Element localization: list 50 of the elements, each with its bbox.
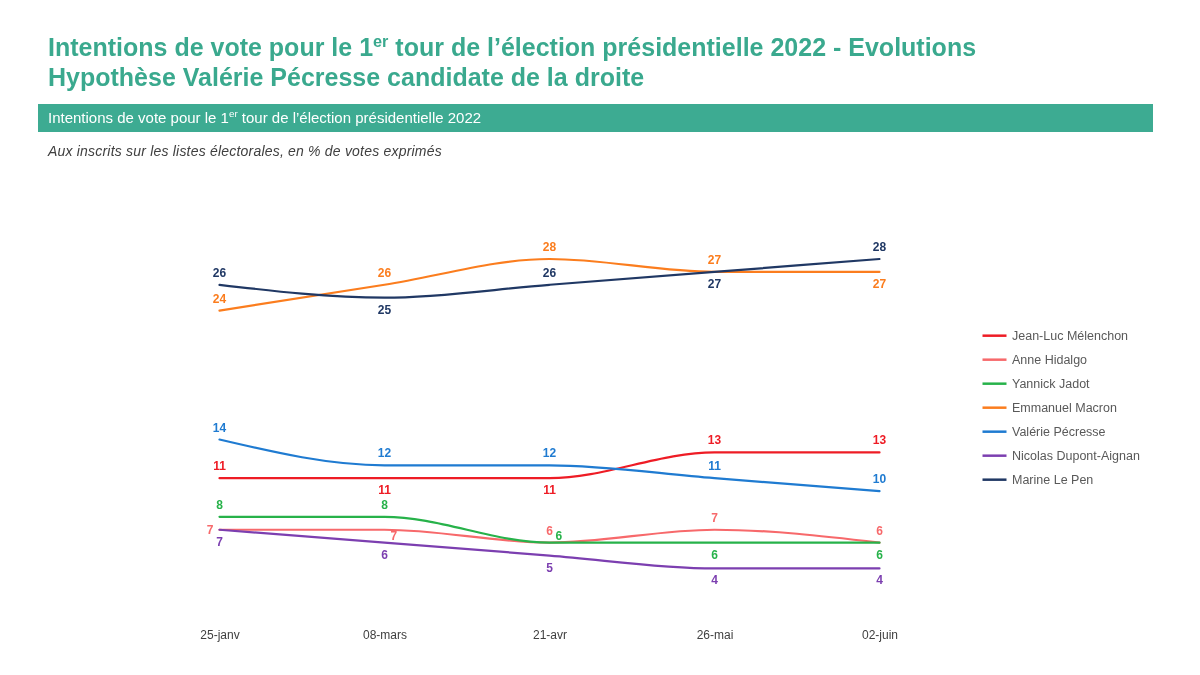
data-label: 11 [378,483,392,498]
data-label: 14 [212,420,227,435]
data-label: 12 [542,446,557,461]
legend-label: Nicolas Dupont-Aignan [1012,448,1140,463]
legend-label: Jean-Luc Mélenchon [1012,328,1129,343]
data-label: 25 [377,302,392,317]
x-tick-label: 26-mai [696,627,734,642]
data-label: 5 [546,560,554,575]
legend-label: Yannick Jadot [1012,376,1091,391]
x-tick-label: 02-juin [861,627,899,642]
data-label: 7 [711,510,719,525]
data-label: 27 [872,276,887,291]
data-label: 12 [377,446,392,461]
chart-subtitle: Intentions de vote pour le 1$^{er}$ tour de l’élection présidentielle 2022 [38,104,1153,132]
data-label: 6 [876,547,884,562]
data-label: 6 [555,529,563,544]
data-label: 27 [707,252,722,267]
data-label: 27 [707,276,722,291]
data-label: 24 [212,291,227,306]
data-label: 7 [216,534,224,549]
data-label: 26 [212,265,227,280]
chart-title: Intentions de vote pour le 1$^{er}$ tour de l’élection présidentielle 2022 - Evolutions Hypothèse Valérie Pécresse candidate de la droite [48,31,977,92]
data-label: 11 [213,459,227,474]
x-tick-label: 21-avr [532,627,568,642]
data-label: 4 [711,573,719,588]
data-label: 4 [876,573,884,588]
data-label: 6 [381,547,389,562]
data-label: 6 [711,547,719,562]
data-label: 10 [872,472,887,487]
data-label: 7 [206,522,214,537]
legend-label: Valérie Pécresse [1012,424,1106,439]
data-label: 26 [542,265,557,280]
data-label: 28 [542,240,557,254]
data-label: 6 [876,523,884,538]
text: Aux inscrits sur les listes électorales, en % de votes exprimés [48,143,442,159]
data-label: 6 [546,523,554,538]
data-label: 7 [390,529,398,544]
legend-label: Marine Le Pen [1012,472,1094,487]
x-tick-label: 08-mars [362,627,408,642]
data-label: 8 [381,497,389,512]
legend-label: Anne Hidalgo [1012,352,1088,367]
data-label: 13 [872,433,887,448]
data-label: 8 [216,497,224,512]
data-label: 26 [377,265,392,280]
data-label: 11 [543,483,557,498]
legend-label: Emmanuel Macron [1012,400,1117,415]
data-label: 13 [707,433,722,448]
data-label: 11 [708,459,722,474]
data-label: 28 [872,240,887,254]
x-tick-label: 25-janv [200,627,240,642]
